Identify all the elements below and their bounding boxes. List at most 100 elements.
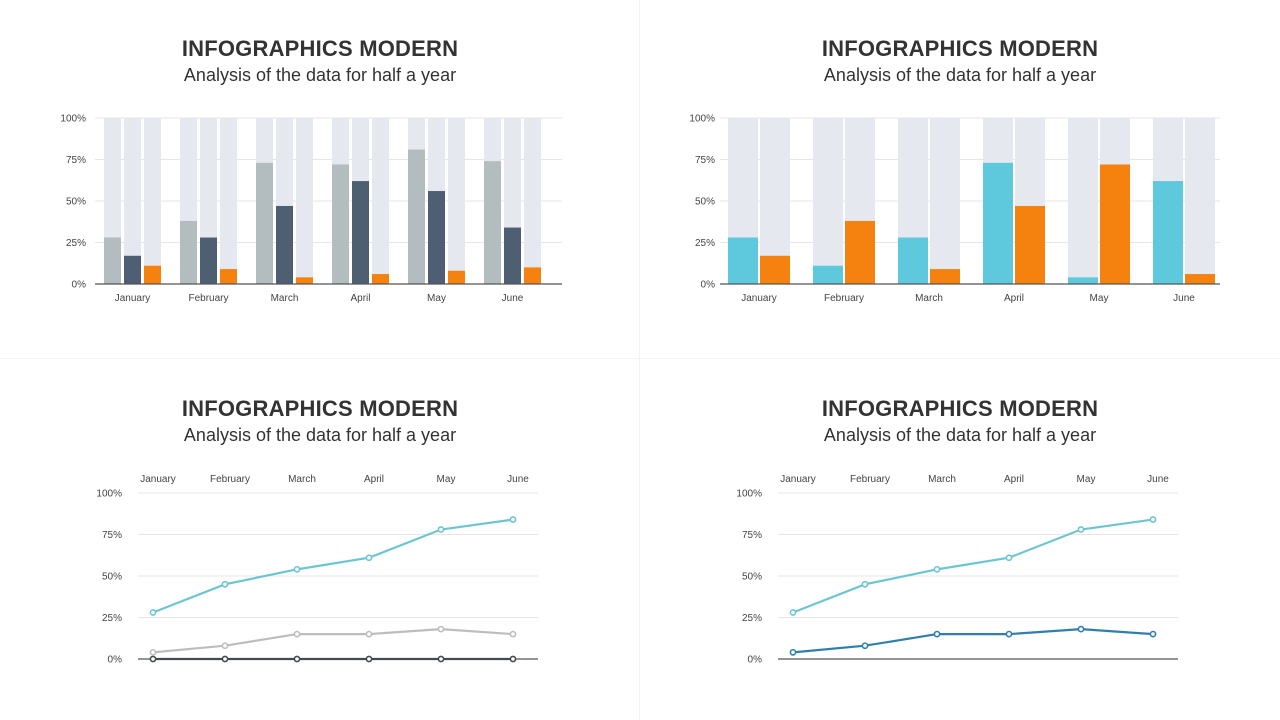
- panel-divider-horizontal: [0, 358, 1280, 359]
- y-tick-label: 25%: [66, 238, 86, 249]
- y-tick-label: 100%: [689, 114, 715, 125]
- bar-track: [1185, 118, 1215, 284]
- line-chart-panel-2: INFOGRAPHICS MODERN Analysis of the data…: [640, 360, 1280, 720]
- x-tick-label: May: [1077, 474, 1096, 485]
- bar-series-3: [296, 277, 313, 284]
- bar-series-1: [983, 162, 1013, 284]
- y-tick-label: 75%: [742, 530, 762, 541]
- point-series-1: [1077, 526, 1085, 533]
- bar-series-1: [332, 164, 349, 284]
- x-tick-label: May: [427, 293, 446, 304]
- x-tick-label: May: [1090, 293, 1109, 304]
- bar-series-1: [813, 265, 843, 284]
- bar-track: [1068, 118, 1098, 284]
- point-series-1: [149, 609, 157, 616]
- bar-series-1: [1068, 277, 1098, 284]
- bar-series-1: [484, 161, 501, 284]
- x-tick-label: June: [1147, 474, 1169, 485]
- bar-series-1: [408, 149, 425, 284]
- point-series-1: [933, 565, 941, 573]
- chart-title: INFOGRAPHICS MODERN: [821, 396, 1099, 421]
- bar-series-1: [898, 237, 928, 284]
- point-series-2: [1149, 630, 1157, 638]
- x-tick-label: May: [437, 474, 456, 485]
- y-tick-label: 25%: [102, 613, 122, 624]
- point-series-2: [293, 630, 301, 638]
- x-tick-label: June: [507, 474, 529, 485]
- chart-title: INFOGRAPHICS MODERN: [821, 36, 1099, 61]
- y-tick-label: 25%: [742, 613, 762, 624]
- x-tick-label: January: [741, 293, 777, 304]
- bar-series-1: [256, 162, 273, 284]
- x-tick-label: February: [188, 293, 228, 304]
- chart-subtitle: Analysis of the data for half a year: [183, 425, 457, 445]
- bar-track: [372, 118, 389, 284]
- x-tick-label: April: [364, 474, 384, 485]
- bar-track: [220, 118, 237, 284]
- bar-track: [144, 118, 161, 284]
- x-tick-label: April: [350, 293, 370, 304]
- bar-track: [524, 118, 541, 284]
- y-tick-label: 100%: [96, 489, 122, 500]
- bar-track: [813, 118, 843, 284]
- bar-series-2: [124, 255, 141, 284]
- point-series-2: [861, 642, 869, 650]
- x-tick-label: January: [140, 474, 176, 485]
- y-tick-label: 50%: [102, 572, 122, 583]
- y-tick-label: 25%: [695, 238, 715, 249]
- bar-series-3: [220, 269, 237, 284]
- bar-series-1: [728, 237, 758, 284]
- bar-track: [124, 118, 141, 284]
- point-series-1: [221, 580, 229, 588]
- x-tick-label: June: [502, 293, 524, 304]
- y-tick-label: 0%: [72, 280, 87, 291]
- x-tick-label: March: [915, 293, 943, 304]
- chart-subtitle: Analysis of the data for half a year: [823, 65, 1097, 85]
- bar-series-1: [180, 220, 197, 284]
- chart-title: INFOGRAPHICS MODERN: [181, 396, 459, 421]
- point-series-3: [221, 655, 229, 663]
- point-series-2: [789, 648, 797, 656]
- x-tick-label: February: [850, 474, 890, 485]
- point-series-3: [437, 655, 445, 663]
- x-tick-label: January: [780, 474, 816, 485]
- bar-series-2: [930, 269, 960, 284]
- y-tick-label: 75%: [66, 155, 86, 166]
- bar-track: [296, 118, 313, 284]
- x-tick-label: January: [115, 293, 151, 304]
- bar-series-2: [1185, 274, 1215, 284]
- point-series-2: [221, 642, 229, 650]
- point-series-2: [1077, 625, 1085, 633]
- point-series-1: [1005, 554, 1013, 562]
- y-tick-label: 0%: [108, 655, 123, 666]
- bar-track: [448, 118, 465, 284]
- point-series-2: [1005, 630, 1013, 638]
- bar-series-1: [104, 237, 121, 284]
- point-series-3: [509, 655, 517, 663]
- chart-title: INFOGRAPHICS MODERN: [181, 36, 459, 61]
- bar-chart-1: 0% 25% 50% 75% 100% January February March April…: [60, 114, 562, 304]
- x-tick-label: March: [271, 293, 299, 304]
- y-tick-label: 50%: [66, 197, 86, 208]
- x-tick-label: March: [928, 474, 956, 485]
- x-tick-label: April: [1004, 474, 1024, 485]
- x-tick-label: April: [1004, 293, 1024, 304]
- point-series-2: [365, 630, 373, 638]
- point-series-1: [293, 565, 301, 573]
- y-tick-label: 75%: [695, 155, 715, 166]
- chart-subtitle: Analysis of the data for half a year: [183, 65, 457, 85]
- bar-series-2: [276, 205, 293, 284]
- point-series-2: [149, 648, 157, 656]
- point-series-1: [509, 516, 517, 523]
- y-tick-label: 100%: [736, 489, 762, 500]
- point-series-3: [293, 655, 301, 663]
- bar-track: [930, 118, 960, 284]
- chart-subtitle: Analysis of the data for half a year: [823, 425, 1097, 445]
- bar-series-3: [144, 265, 161, 284]
- bar-series-2: [1015, 205, 1045, 284]
- point-series-1: [1149, 516, 1157, 523]
- bar-series-2: [845, 220, 875, 284]
- x-tick-label: February: [824, 293, 864, 304]
- bar-series-2: [760, 255, 790, 284]
- point-series-3: [365, 655, 373, 663]
